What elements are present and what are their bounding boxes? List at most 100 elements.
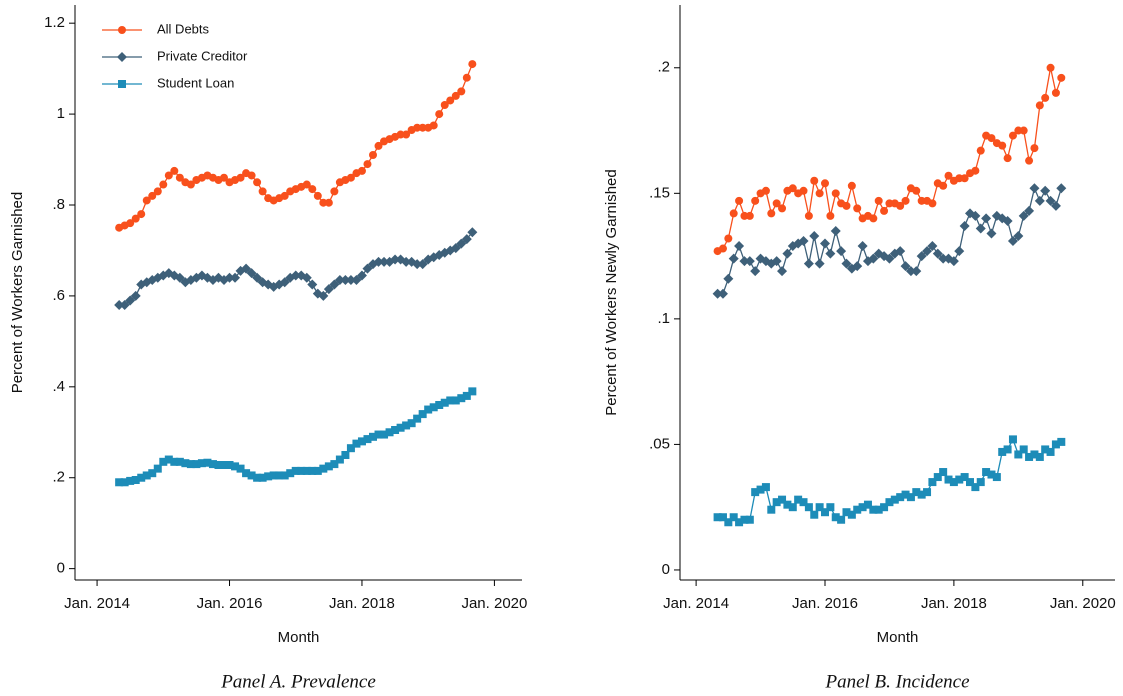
data-point — [788, 503, 797, 512]
legend-label: Private Creditor — [157, 48, 248, 63]
data-point — [356, 270, 367, 281]
data-point — [987, 470, 996, 479]
data-point — [175, 173, 184, 182]
data-point — [938, 253, 949, 264]
data-point — [390, 254, 401, 265]
data-point — [970, 210, 981, 221]
data-point — [186, 180, 195, 189]
y-tick-label: 0 — [662, 561, 670, 578]
data-point — [286, 469, 295, 478]
data-point — [253, 473, 262, 482]
data-point — [1046, 63, 1055, 72]
data-point — [308, 185, 317, 194]
data-point — [772, 498, 781, 507]
data-point — [798, 236, 809, 247]
data-point — [772, 199, 781, 208]
data-point — [756, 485, 765, 494]
data-point — [148, 469, 157, 478]
data-point — [334, 275, 345, 285]
data-point — [718, 513, 727, 522]
data-point — [825, 248, 836, 259]
data-point — [450, 243, 461, 254]
data-point — [357, 437, 366, 446]
data-point — [932, 248, 943, 259]
data-point — [987, 134, 996, 143]
data-point — [247, 171, 256, 180]
data-point — [451, 91, 460, 100]
data-point — [120, 478, 129, 487]
legend-marker — [117, 52, 127, 62]
data-point — [923, 488, 932, 497]
data-point — [916, 251, 927, 262]
data-point — [853, 505, 862, 514]
data-point — [1030, 144, 1039, 153]
data-point — [826, 503, 835, 512]
data-point — [252, 272, 263, 283]
data-point — [717, 288, 728, 299]
data-point — [230, 272, 241, 283]
data-point — [821, 179, 829, 188]
x-tick-label: Jan. 2020 — [1050, 595, 1116, 612]
data-point — [329, 279, 340, 290]
data-point — [900, 261, 911, 272]
data-point — [922, 246, 933, 257]
data-point — [896, 201, 905, 210]
data-point — [170, 457, 179, 466]
y-tick-label: 1 — [57, 105, 65, 122]
data-point — [174, 272, 185, 283]
data-point — [724, 234, 733, 243]
data-point — [939, 468, 948, 477]
data-point — [125, 295, 136, 306]
data-point — [131, 214, 140, 223]
data-point — [115, 478, 124, 487]
data-point — [810, 176, 819, 185]
data-point — [944, 171, 953, 180]
data-point — [729, 513, 738, 522]
data-point — [976, 478, 985, 487]
data-point — [301, 272, 312, 283]
data-point — [960, 174, 969, 183]
data-point — [869, 505, 878, 514]
data-point — [351, 275, 362, 285]
data-point — [241, 263, 252, 274]
x-axis-title: Month — [877, 629, 919, 646]
data-point — [880, 206, 889, 215]
data-point — [880, 503, 889, 512]
data-point — [435, 401, 444, 409]
legend-label: Student Loan — [157, 75, 234, 90]
legend-marker — [118, 26, 126, 34]
data-point — [723, 273, 734, 284]
data-point — [279, 277, 290, 288]
data-point — [1046, 447, 1055, 456]
data-point — [912, 186, 921, 195]
data-point — [429, 121, 438, 130]
data-point — [960, 473, 969, 482]
data-point — [302, 466, 311, 475]
x-tick-label: Jan. 2014 — [64, 595, 130, 612]
data-point — [821, 508, 829, 517]
data-point — [906, 493, 915, 502]
data-point — [119, 300, 130, 310]
data-point — [992, 473, 1001, 482]
data-point — [440, 398, 449, 407]
data-point — [186, 460, 195, 469]
data-point — [220, 173, 228, 182]
data-point — [928, 478, 937, 487]
data-point — [468, 387, 477, 396]
data-point — [428, 252, 439, 263]
data-point — [1034, 195, 1045, 206]
data-point — [884, 253, 895, 264]
data-point — [352, 439, 361, 448]
data-point — [446, 96, 455, 105]
data-point — [385, 428, 394, 437]
data-point — [330, 460, 339, 469]
data-point — [423, 254, 434, 265]
data-point — [847, 181, 856, 190]
data-point — [847, 510, 856, 519]
data-point — [258, 473, 267, 482]
data-point — [728, 253, 739, 264]
data-point — [324, 462, 333, 471]
data-point — [986, 228, 997, 239]
data-point — [159, 180, 168, 189]
